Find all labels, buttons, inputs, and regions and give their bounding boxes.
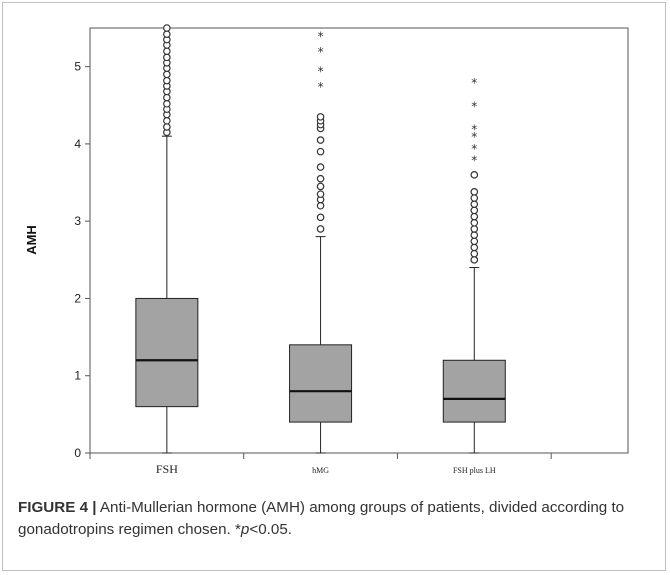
iqr-box: [135, 297, 199, 408]
outlier-circle: [470, 225, 479, 233]
outlier-circle: [470, 243, 479, 252]
x-category-label: FSH plus LH: [453, 466, 496, 475]
outlier-circle: [470, 200, 479, 208]
caption-p-symbol: p: [240, 521, 250, 538]
box-series: **********: [135, 24, 506, 454]
outlier-star: *: [471, 153, 477, 167]
y-tick-label: 3: [74, 214, 81, 228]
outlier-circle: [316, 182, 325, 191]
caption-figure-label: FIGURE 4 |: [18, 499, 97, 516]
outlier-circle: [316, 113, 325, 121]
outlier-star: *: [318, 65, 324, 79]
outlier-circle: [316, 147, 325, 156]
outlier-star: *: [318, 80, 324, 94]
y-tick-label: 4: [74, 137, 81, 151]
outlier-circle: [316, 213, 325, 222]
box-group: ****: [289, 30, 353, 454]
outlier-circle: [470, 194, 479, 202]
iqr-box: [442, 359, 506, 423]
outlier-circle: [163, 70, 171, 79]
outlier-circle: [316, 190, 325, 198]
outlier-star: *: [471, 130, 477, 144]
outlier-circle: [470, 231, 479, 239]
outlier-circle: [316, 174, 325, 183]
outlier-star: *: [318, 45, 324, 59]
outlier-star: *: [471, 99, 477, 113]
caption-text: Anti-Mullerian hormone (AMH) among group…: [18, 499, 625, 538]
outlier-circle: [470, 206, 479, 215]
box-group: [135, 24, 199, 454]
outlier-circle: [470, 256, 479, 264]
outlier-circle: [316, 201, 325, 210]
outlier-circle: [163, 24, 171, 32]
outlier-circle: [470, 212, 479, 221]
y-tick-label: 1: [74, 369, 81, 383]
x-axis: FSH hMG FSH plus LH: [89, 453, 552, 476]
outlier-star: *: [471, 142, 477, 156]
outlier-circle: [163, 99, 171, 108]
box-group: ******: [442, 76, 506, 454]
outlier-circle: [163, 76, 171, 85]
outlier-circle: [470, 218, 479, 227]
outlier-star: *: [471, 122, 477, 136]
outlier-star: *: [318, 30, 324, 44]
figure-caption: FIGURE 4 | Anti-Mullerian hormone (AMH) …: [18, 497, 653, 541]
outlier-circle: [163, 116, 171, 125]
outlier-circle: [316, 163, 325, 171]
iqr-box: [289, 344, 353, 423]
plot-area-border: [89, 27, 629, 454]
caption-p-value: <0.05.: [249, 521, 293, 538]
outlier-circle: [163, 93, 171, 102]
x-category-label: FSH: [156, 462, 178, 476]
outlier-circle: [470, 237, 479, 246]
y-axis-label: AMH: [24, 225, 39, 255]
outlier-circle: [470, 188, 479, 196]
y-tick-label: 2: [74, 291, 81, 305]
outlier-circle: [316, 225, 325, 233]
y-tick-label: 5: [74, 60, 81, 74]
outlier-circle: [316, 136, 325, 144]
outlier-circle: [470, 249, 479, 258]
outlier-circle: [163, 47, 171, 55]
y-axis: 0 1 2 3 4 5: [74, 60, 90, 460]
x-category-label: hMG: [312, 466, 329, 475]
outlier-circle: [163, 53, 171, 62]
outlier-star: *: [471, 76, 477, 90]
y-tick-label: 0: [74, 446, 81, 460]
outlier-circle: [163, 30, 171, 38]
outlier-circle: [163, 123, 171, 131]
outlier-circle: [470, 171, 479, 179]
